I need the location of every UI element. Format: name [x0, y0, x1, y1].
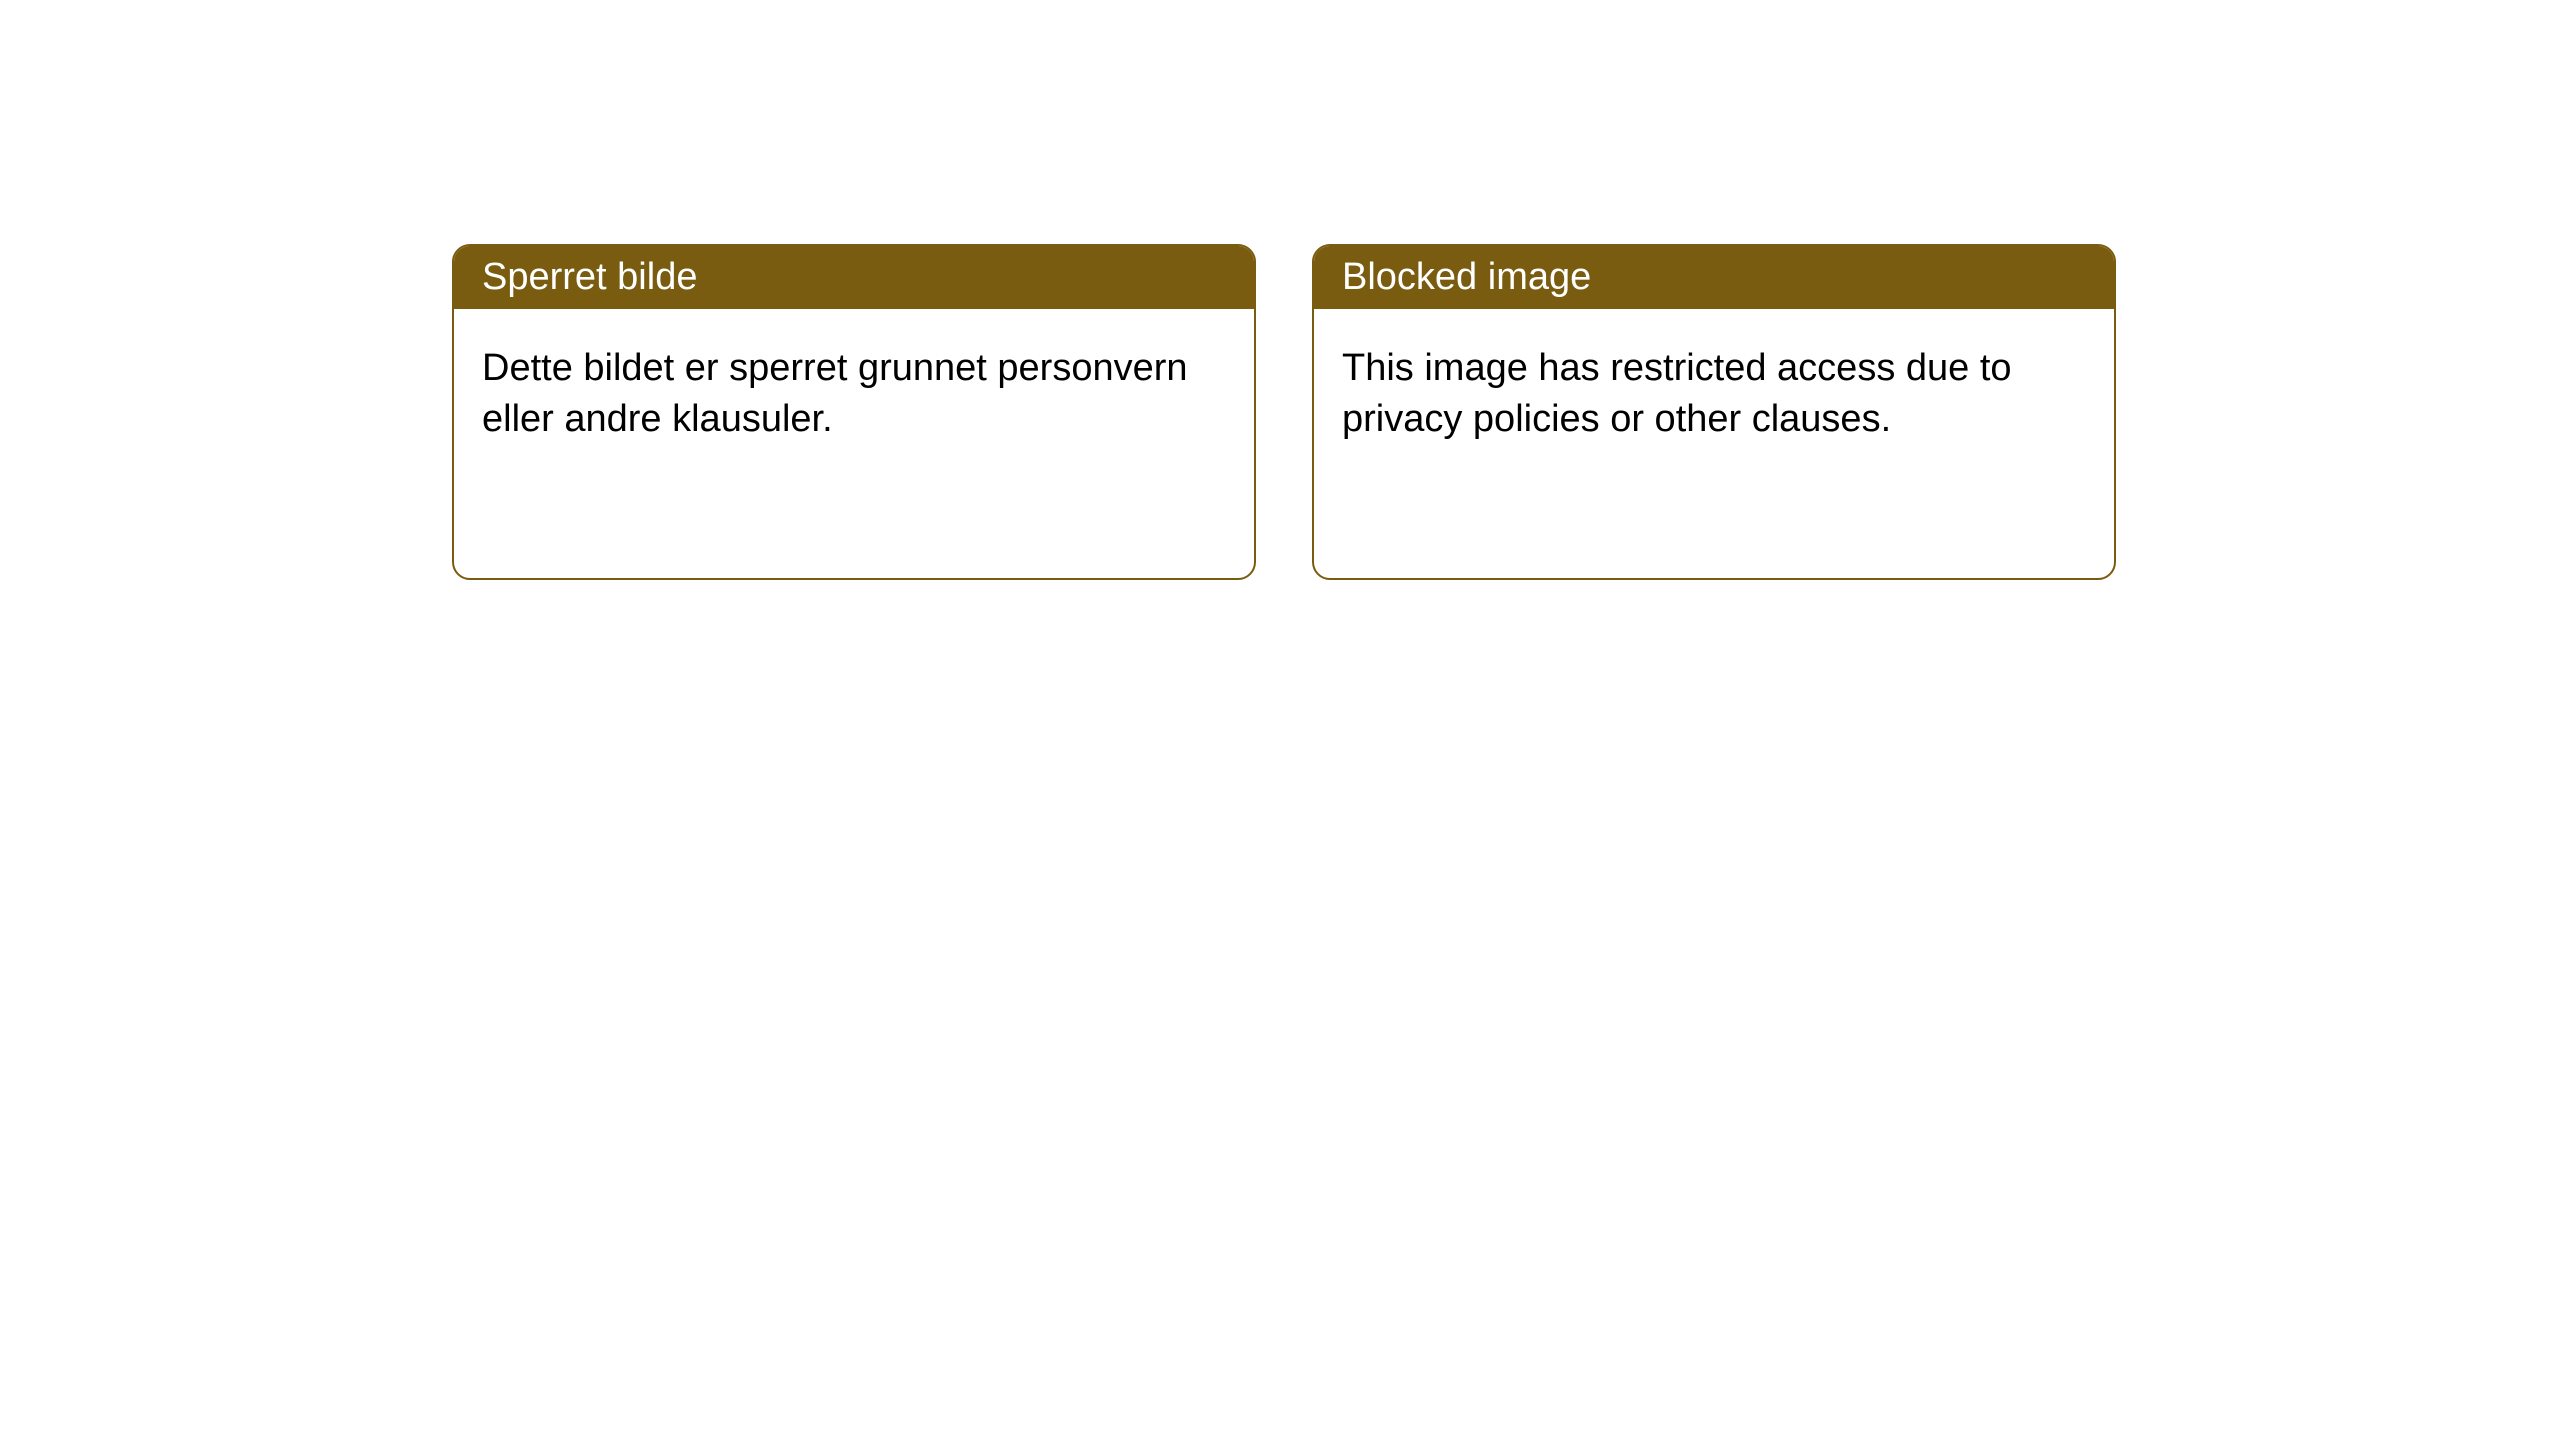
blocked-image-card-en: Blocked image This image has restricted …	[1312, 244, 2116, 580]
card-header: Sperret bilde	[454, 246, 1254, 309]
card-body: This image has restricted access due to …	[1314, 309, 2114, 480]
card-body-text: Dette bildet er sperret grunnet personve…	[482, 347, 1188, 440]
card-title: Sperret bilde	[482, 256, 697, 298]
blocked-image-card-no: Sperret bilde Dette bildet er sperret gr…	[452, 244, 1256, 580]
card-title: Blocked image	[1342, 256, 1591, 298]
card-body-text: This image has restricted access due to …	[1342, 347, 2012, 440]
card-header: Blocked image	[1314, 246, 2114, 309]
card-body: Dette bildet er sperret grunnet personve…	[454, 309, 1254, 480]
notice-container: Sperret bilde Dette bildet er sperret gr…	[0, 0, 2560, 580]
